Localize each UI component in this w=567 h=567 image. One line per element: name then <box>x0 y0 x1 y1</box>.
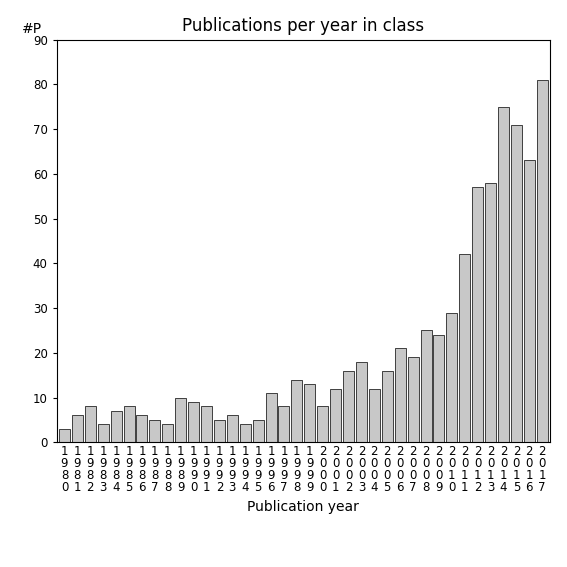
Text: #P: #P <box>22 22 43 36</box>
Bar <box>472 187 483 442</box>
Bar <box>511 125 522 442</box>
Bar <box>278 407 290 442</box>
Bar <box>343 371 354 442</box>
Bar <box>98 424 109 442</box>
Bar <box>253 420 264 442</box>
Bar <box>304 384 315 442</box>
Bar <box>291 380 302 442</box>
Bar <box>485 183 496 442</box>
X-axis label: Publication year: Publication year <box>247 500 359 514</box>
Bar <box>317 407 328 442</box>
Bar <box>330 388 341 442</box>
Bar <box>188 402 199 442</box>
Bar <box>408 357 418 442</box>
Bar <box>72 416 83 442</box>
Bar <box>395 348 405 442</box>
Bar <box>369 388 380 442</box>
Bar <box>175 397 186 442</box>
Bar <box>85 407 96 442</box>
Bar <box>421 331 431 442</box>
Bar <box>240 424 251 442</box>
Bar <box>214 420 225 442</box>
Bar <box>433 335 445 442</box>
Bar <box>265 393 277 442</box>
Bar <box>356 362 367 442</box>
Bar <box>59 429 70 442</box>
Bar <box>498 107 509 442</box>
Bar <box>382 371 393 442</box>
Bar <box>124 407 134 442</box>
Bar <box>201 407 212 442</box>
Bar <box>524 160 535 442</box>
Bar <box>227 416 238 442</box>
Bar <box>137 416 147 442</box>
Bar <box>111 411 121 442</box>
Bar <box>149 420 160 442</box>
Bar <box>537 80 548 442</box>
Bar <box>446 312 458 442</box>
Bar <box>162 424 174 442</box>
Title: Publications per year in class: Publications per year in class <box>182 18 425 35</box>
Bar <box>459 255 470 442</box>
